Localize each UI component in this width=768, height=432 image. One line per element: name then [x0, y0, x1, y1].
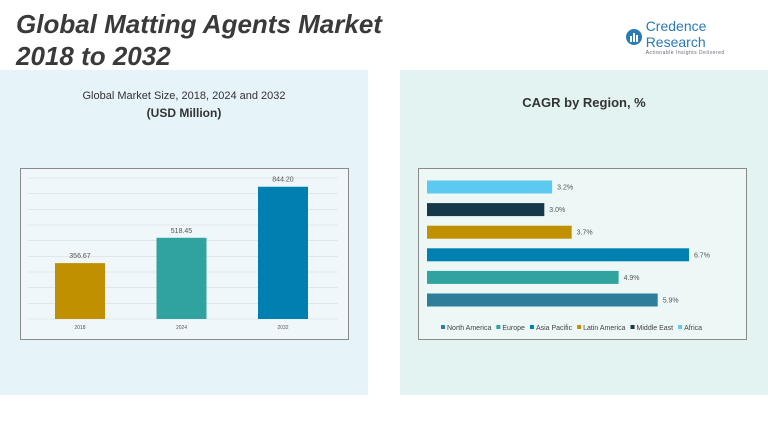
bar-chart-title: Global Market Size, 2018, 2024 and 2032: [82, 90, 286, 102]
legend-swatch: [496, 325, 501, 329]
legend-item: Asia Pacific: [536, 325, 573, 332]
logo: Credence Research Actionable Insights Del…: [625, 18, 768, 56]
logo-name: Credence Research: [645, 18, 707, 50]
bar-2024: [156, 237, 207, 319]
x-tick-label: 2018: [74, 325, 85, 331]
cagr-value-label: 3.7%: [577, 230, 593, 237]
legend-swatch: [441, 325, 445, 329]
legend-item: North America: [447, 325, 491, 332]
x-tick-label: 2032: [277, 325, 288, 331]
bar-2018: [55, 263, 105, 319]
logo-tagline: Actionable Insights Delivered: [645, 50, 725, 56]
legend-swatch: [630, 325, 635, 329]
bar-value-label: 844.20: [272, 177, 294, 184]
cagr-value-label: 3.0%: [549, 207, 565, 214]
bar-value-label: 518.45: [171, 228, 193, 235]
cagr-value-label: 4.9%: [624, 275, 640, 282]
bar-value-label: 356.67: [69, 253, 91, 260]
x-tick-label: 2024: [176, 325, 187, 331]
legend-item: Africa: [684, 325, 702, 332]
logo-icon: [626, 29, 642, 45]
title-line-2: 2018 to 2032: [16, 41, 171, 71]
cagr-chart-title: CAGR by Region, %: [522, 95, 646, 110]
legend-swatch: [529, 325, 534, 329]
bar-2032: [258, 186, 308, 319]
legend-swatch: [678, 325, 683, 329]
cagr-bar-middle-east: [427, 203, 545, 217]
legend-swatch: [577, 325, 582, 329]
bar-chart-subtitle: (USD Million): [146, 106, 222, 120]
legend-item: Middle East: [637, 325, 674, 332]
cagr-bar-asia-pacific: [427, 248, 689, 262]
page-title: Global Matting Agents Market 2018 to 2032: [16, 8, 382, 72]
cagr-bar-north-america: [427, 293, 658, 307]
cagr-bar-africa: [427, 180, 553, 194]
cagr-value-label: 5.9%: [663, 298, 679, 305]
cagr-bar-europe: [427, 270, 619, 284]
cagr-bar-latin-america: [427, 225, 572, 239]
title-line-1: Global Matting Agents Market: [16, 9, 382, 39]
legend-item: Latin America: [583, 325, 626, 332]
cagr-value-label: 3.2%: [557, 185, 573, 192]
legend-item: Europe: [502, 325, 525, 332]
cagr-value-label: 6.7%: [694, 252, 710, 259]
